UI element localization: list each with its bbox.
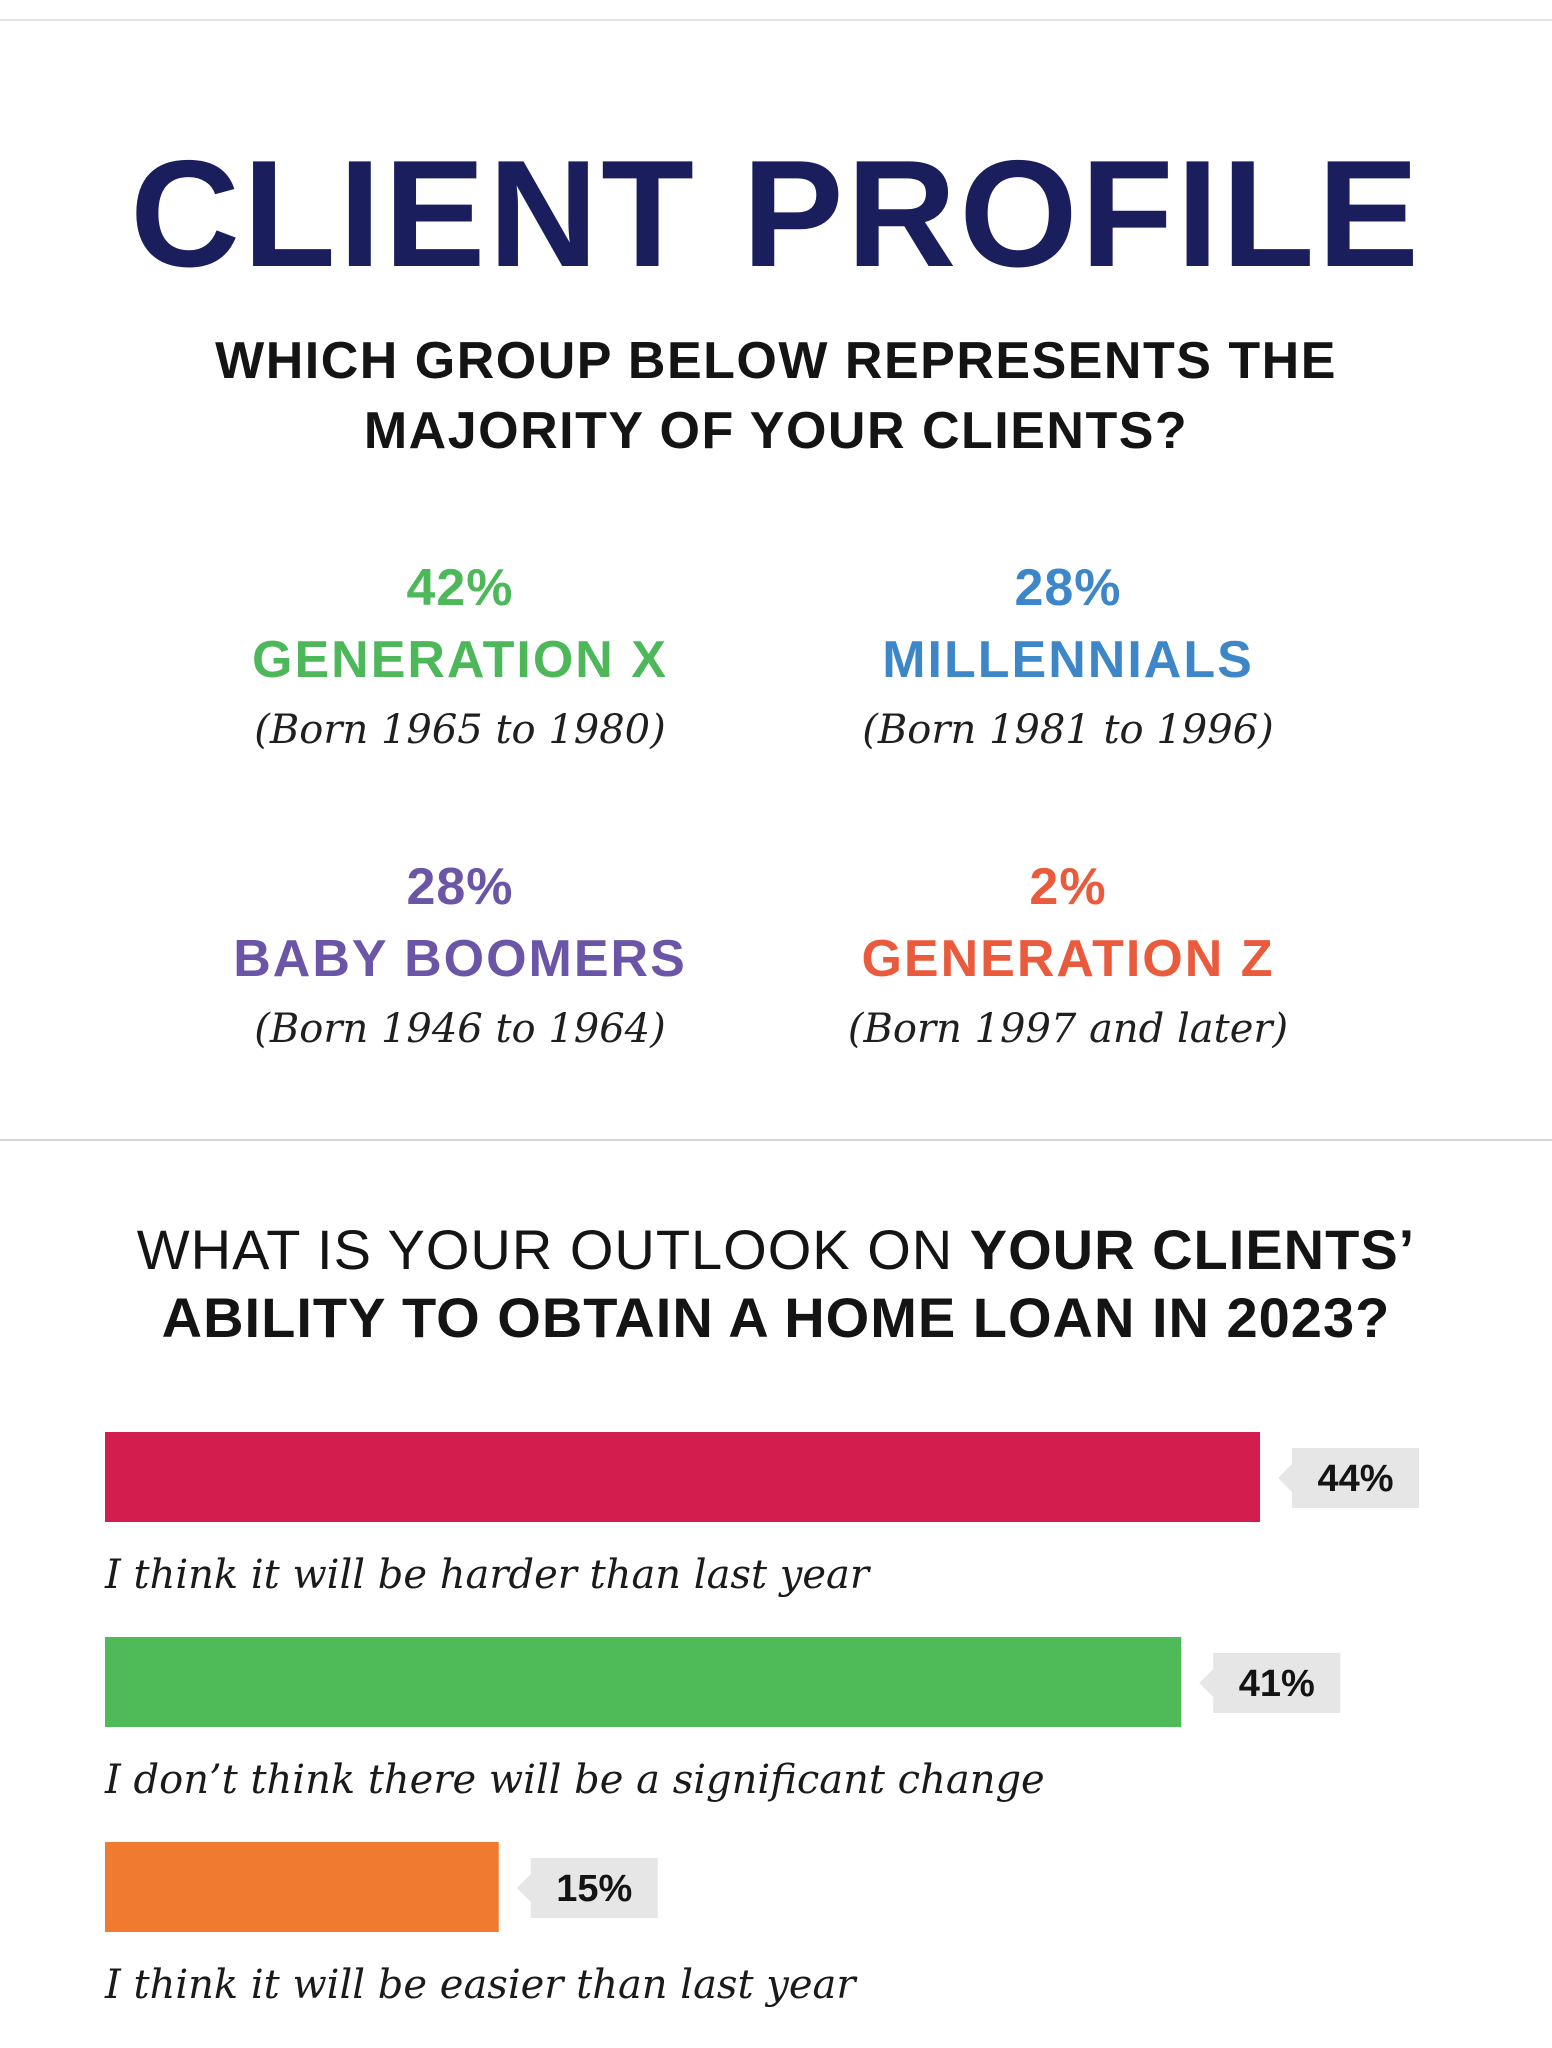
generation-born: (Born 1981 to 1996) bbox=[862, 707, 1274, 753]
value-label-box bbox=[1199, 1653, 1341, 1713]
question-2-light-text: WHAT IS YOUR OUTLOOK ON bbox=[136, 1218, 970, 1281]
generation-percent: 2% bbox=[1029, 858, 1107, 916]
question-1: WHICH GROUP BELOW REPRESENTS THE MAJORIT… bbox=[0, 326, 1552, 466]
generation-name: GENERATION X bbox=[252, 631, 668, 689]
generation-z-block: 2% GENERATION Z (Born 1997 and later) bbox=[728, 857, 1408, 1057]
bar-2 bbox=[105, 1637, 1182, 1727]
value-label: 44% bbox=[1317, 1458, 1393, 1500]
generation-born: (Born 1965 to 1980) bbox=[254, 707, 666, 753]
section-divider bbox=[0, 1139, 1552, 1141]
generation-name: BABY BOOMERS bbox=[233, 930, 687, 988]
value-label-box bbox=[1278, 1448, 1419, 1508]
generation-x-block: 42% GENERATION X (Born 1965 to 1980) bbox=[120, 558, 800, 758]
question-2-line-1: WHAT IS YOUR OUTLOOK ON YOUR CLIENTS’ bbox=[0, 1216, 1552, 1284]
top-divider bbox=[0, 19, 1552, 21]
generation-name: GENERATION Z bbox=[861, 930, 1275, 988]
generation-name: MILLENNIALS bbox=[882, 631, 1254, 689]
category-label: I don’t think there will be a significan… bbox=[104, 1757, 1045, 1803]
question-1-line-2: MAJORITY OF YOUR CLIENTS? bbox=[363, 402, 1189, 460]
page-title: CLIENT PROFILE bbox=[130, 129, 1422, 299]
question-2-line-2: ABILITY TO OBTAIN A HOME LOAN IN 2023? bbox=[161, 1286, 1391, 1349]
bar-3 bbox=[105, 1842, 499, 1932]
category-label: I think it will be easier than last year bbox=[104, 1962, 858, 2008]
value-label: 41% bbox=[1239, 1663, 1315, 1705]
bar-1 bbox=[105, 1432, 1260, 1522]
question-2-bold-text: YOUR CLIENTS’ bbox=[969, 1218, 1416, 1281]
category-label: I think it will be harder than last year bbox=[104, 1552, 872, 1598]
generation-percent: 28% bbox=[1014, 559, 1122, 617]
generation-born: (Born 1997 and later) bbox=[847, 1006, 1289, 1052]
question-1-line-1: WHICH GROUP BELOW REPRESENTS THE bbox=[215, 332, 1337, 390]
baby-boomers-block: 28% BABY BOOMERS (Born 1946 to 1964) bbox=[120, 857, 800, 1057]
generation-percent: 28% bbox=[406, 858, 514, 916]
millennials-block: 28% MILLENNIALS (Born 1981 to 1996) bbox=[728, 558, 1408, 758]
generation-born: (Born 1946 to 1964) bbox=[254, 1006, 666, 1052]
value-label-box bbox=[516, 1858, 658, 1918]
generation-percent: 42% bbox=[406, 559, 514, 617]
question-2: WHAT IS YOUR OUTLOOK ON YOUR CLIENTS’ AB… bbox=[0, 1216, 1552, 1352]
outlook-bar-chart: 44% I think it will be harder than last y… bbox=[104, 1432, 1419, 2008]
value-label: 15% bbox=[556, 1868, 632, 1910]
